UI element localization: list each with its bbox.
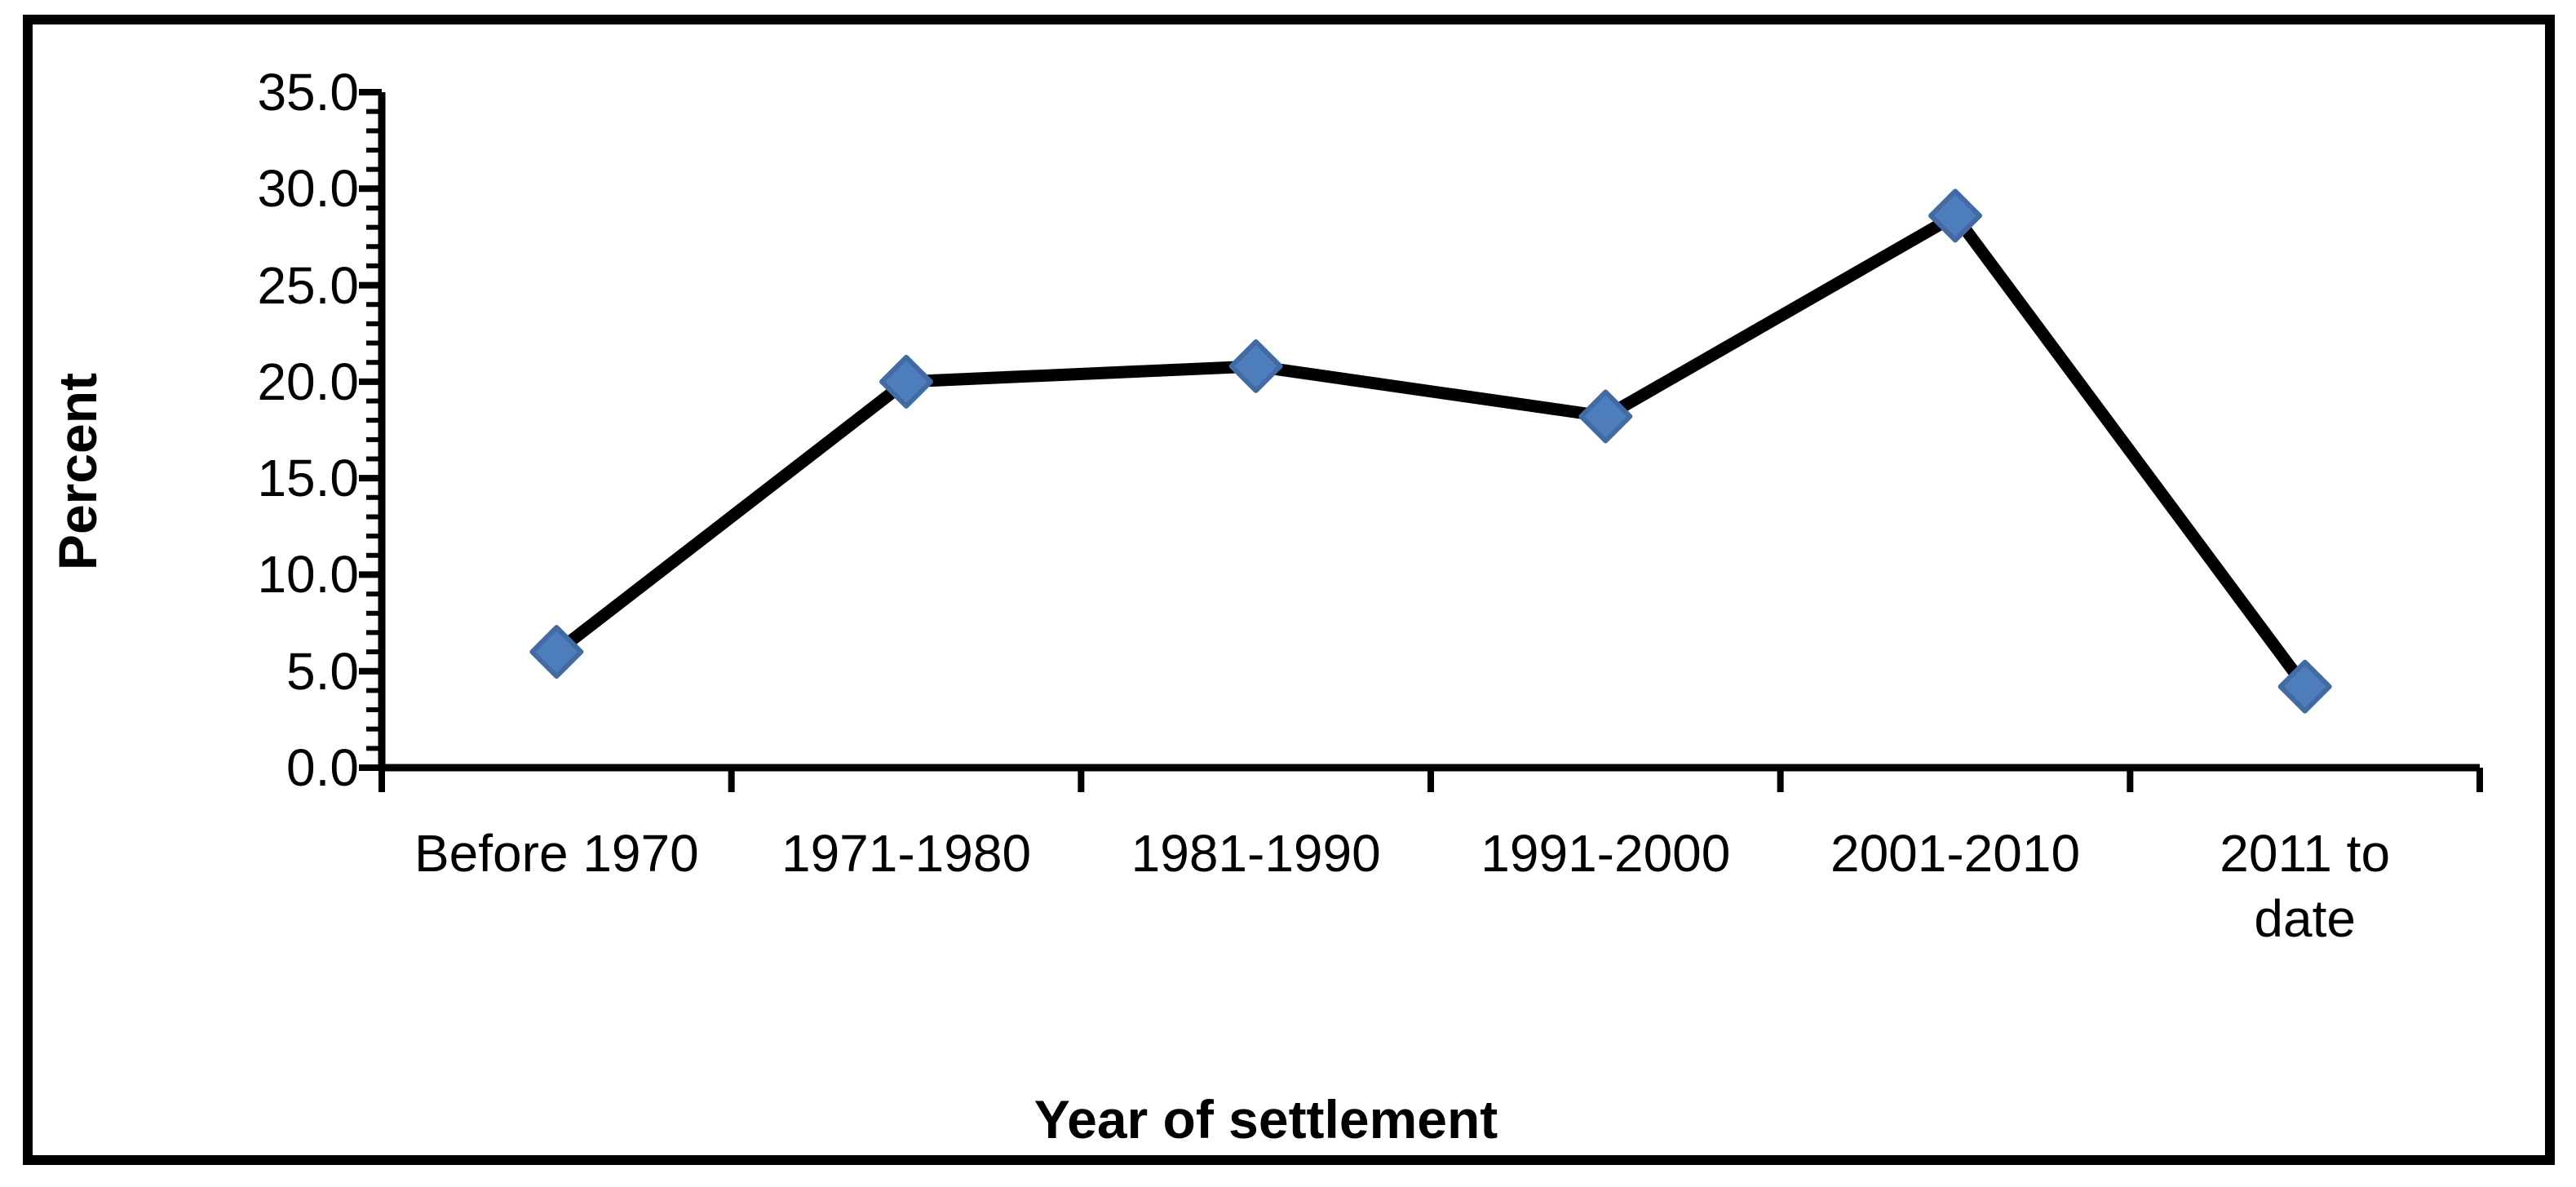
y-tick-label: 5.0 bbox=[286, 641, 359, 701]
y-tick-label: 15.0 bbox=[257, 449, 359, 508]
x-tick-label: 1981-1990 bbox=[1131, 824, 1381, 883]
x-tick-label: 1991-2000 bbox=[1481, 824, 1731, 883]
x-axis-title: Year of settlement bbox=[1033, 1089, 1498, 1149]
data-point-marker bbox=[1578, 389, 1633, 444]
data-point-marker bbox=[879, 354, 933, 409]
x-tick-label: 1971-1980 bbox=[781, 824, 1032, 883]
data-point-marker bbox=[529, 625, 584, 680]
data-point-marker bbox=[2277, 659, 2332, 714]
y-tick-label: 0.0 bbox=[286, 738, 359, 797]
y-tick-label: 25.0 bbox=[257, 255, 359, 315]
x-tick-label: 2001-2010 bbox=[1830, 824, 2081, 883]
y-axis-title: Percent bbox=[47, 372, 108, 571]
x-tick-label: Before 1970 bbox=[414, 824, 699, 883]
y-tick-label: 30.0 bbox=[257, 159, 359, 219]
x-tick-label: 2011 to date bbox=[2220, 824, 2391, 948]
y-tick-label: 35.0 bbox=[257, 63, 359, 122]
data-point-marker bbox=[1228, 339, 1283, 393]
data-line bbox=[552, 209, 2310, 691]
y-tick-label: 10.0 bbox=[257, 545, 359, 605]
y-tick-label: 20.0 bbox=[257, 352, 359, 411]
chart-border-frame bbox=[23, 15, 2555, 1165]
data-point-marker bbox=[1928, 188, 1982, 243]
